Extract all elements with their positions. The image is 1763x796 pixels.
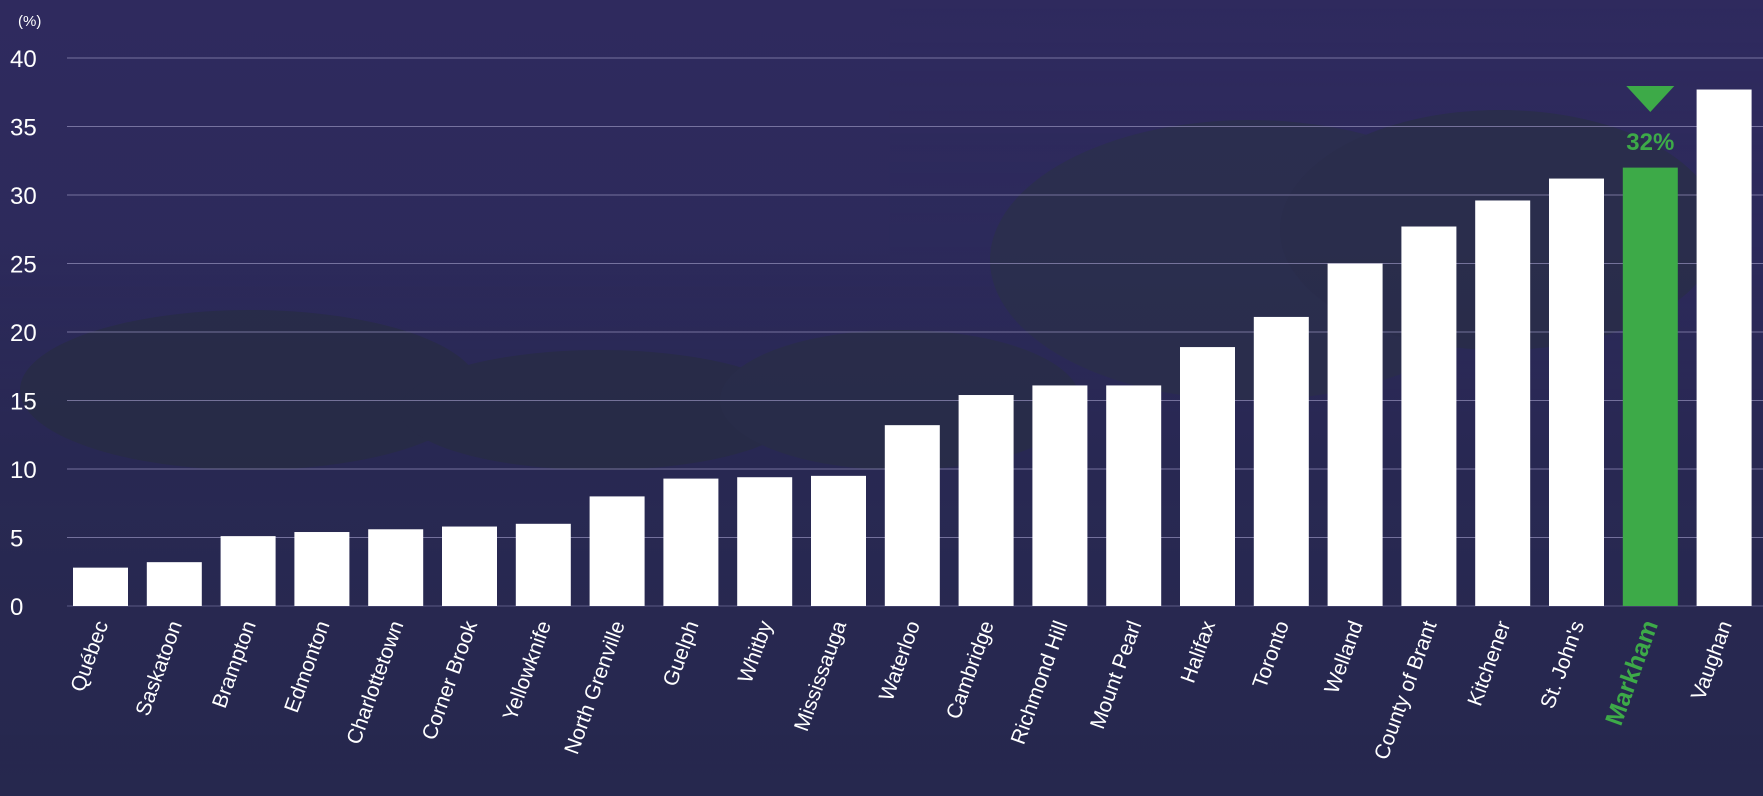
highlight-value-label: 32% <box>1626 129 1674 156</box>
bar <box>1180 347 1235 606</box>
y-tick-label: 5 <box>10 526 23 553</box>
y-tick-label: 30 <box>10 183 37 210</box>
bar <box>73 567 128 606</box>
bar <box>515 523 571 606</box>
bar <box>811 475 866 606</box>
bar <box>589 496 645 606</box>
y-tick-label: 35 <box>10 115 37 142</box>
y-tick-label: 0 <box>10 594 23 621</box>
bar <box>146 562 202 606</box>
y-tick-label: 15 <box>10 389 37 416</box>
bar <box>220 536 276 606</box>
bar <box>1549 178 1604 606</box>
bar <box>663 478 719 606</box>
y-axis-unit-label: (%) <box>18 13 41 30</box>
bar <box>884 425 940 606</box>
bar <box>1253 316 1309 606</box>
bar <box>1032 385 1088 606</box>
bar <box>442 526 497 606</box>
y-tick-label: 40 <box>10 46 37 73</box>
y-tick-label: 25 <box>10 252 37 279</box>
bar <box>958 395 1014 606</box>
bar <box>1475 200 1531 607</box>
bar <box>368 529 424 606</box>
bar <box>1327 263 1383 606</box>
bar <box>1401 226 1457 606</box>
highlight-marker-icon <box>1626 86 1675 112</box>
bar <box>737 477 793 606</box>
y-tick-label: 10 <box>10 457 37 484</box>
bar-highlighted <box>1622 167 1678 606</box>
bar <box>294 532 350 606</box>
bar <box>1106 385 1162 606</box>
y-tick-label: 20 <box>10 320 37 347</box>
bar <box>1696 89 1752 606</box>
